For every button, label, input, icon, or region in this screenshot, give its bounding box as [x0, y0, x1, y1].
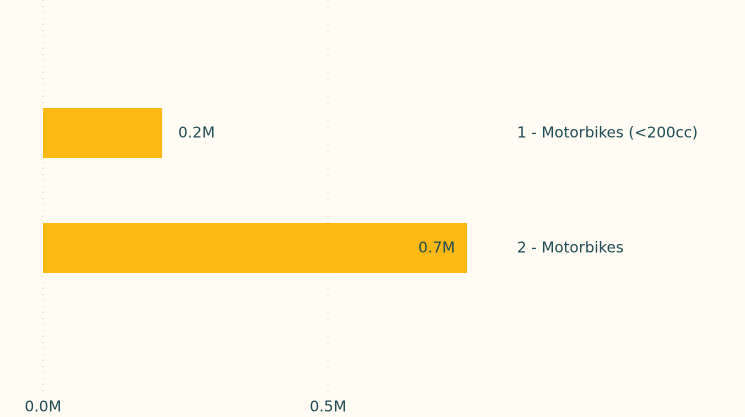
category-label: 1 - Motorbikes (<200cc): [517, 124, 698, 142]
x-tick-label: 0.0M: [25, 398, 62, 416]
x-tick-label: 0.5M: [310, 398, 347, 416]
category-label: 2 - Motorbikes: [517, 239, 624, 257]
value-label: 0.7M: [418, 239, 455, 257]
bar: [43, 108, 163, 158]
value-label: 0.2M: [178, 124, 215, 142]
bar: [43, 223, 468, 273]
